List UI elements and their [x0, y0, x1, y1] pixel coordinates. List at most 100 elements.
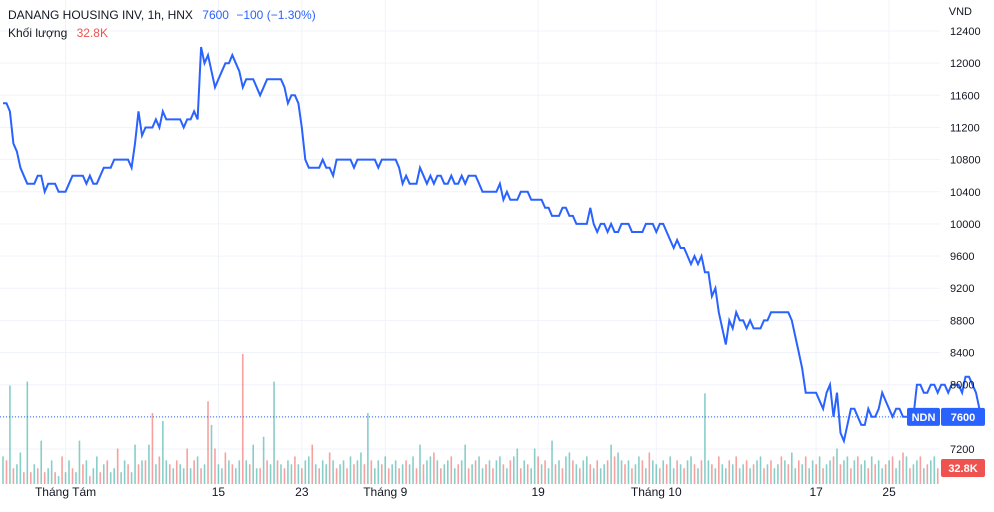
volume-bar — [627, 460, 630, 484]
volume-bar — [506, 468, 508, 484]
volume-bar — [478, 456, 480, 484]
volume-bar — [683, 468, 685, 484]
volume-bar — [71, 468, 74, 484]
x-tick-label: 25 — [882, 485, 896, 499]
volume-bar — [102, 464, 105, 484]
volume-bar — [784, 460, 786, 484]
volume-legend-row[interactable]: Khối lượng 32.8K — [8, 24, 316, 42]
volume-bar — [777, 464, 779, 484]
volume-bar — [342, 460, 345, 484]
volume-bar — [106, 460, 109, 484]
volume-bar — [175, 460, 178, 484]
volume-bar — [9, 385, 11, 484]
volume-bar — [349, 456, 352, 484]
volume-bar — [572, 460, 574, 484]
volume-bar — [606, 460, 609, 484]
price-axis[interactable]: 7200 8000 8400 8800 9200 9600 10000 10400 10800 1… — [950, 26, 981, 456]
volume-bar — [252, 444, 254, 484]
volume-bar — [700, 460, 703, 484]
volume-bar — [134, 444, 136, 484]
x-tick-label: Tháng 10 — [631, 485, 682, 499]
volume-bar — [78, 440, 81, 484]
volume-bar — [228, 460, 230, 484]
volume-bar — [791, 452, 793, 484]
y-tick-label: 8800 — [950, 315, 974, 327]
volume-bar — [189, 468, 192, 484]
y-tick-label: 10000 — [950, 219, 981, 231]
symbol-legend-row[interactable]: DANANG HOUSING INV, 1h, HNX 7600 −100 (−… — [8, 6, 316, 24]
volume-bar — [738, 468, 741, 484]
volume-bar — [912, 464, 915, 484]
volume-bar — [752, 464, 755, 484]
volume-bar — [186, 448, 188, 484]
volume-bar — [551, 440, 553, 484]
volume-bar — [909, 468, 911, 484]
volume-bar — [168, 464, 171, 484]
volume-bar — [182, 468, 185, 484]
y-tick-label: 11600 — [950, 90, 980, 102]
volume-bar — [857, 456, 859, 484]
volume-bar — [724, 468, 727, 484]
volume-bar — [485, 464, 487, 484]
y-tick-label: 12000 — [950, 58, 981, 70]
volume-bar — [526, 464, 529, 484]
volume-bar — [742, 464, 744, 484]
volume-bar — [116, 448, 119, 484]
y-tick-label: 7200 — [950, 444, 974, 456]
volume-bar — [488, 460, 491, 484]
volume-bar — [384, 456, 387, 484]
volume-bar — [711, 464, 713, 484]
chart-legend: DANANG HOUSING INV, 1h, HNX 7600 −100 (−… — [8, 6, 316, 42]
volume-bar — [648, 452, 651, 484]
volume-bar — [162, 420, 164, 484]
volume-bar — [749, 468, 751, 484]
volume-bar — [714, 468, 717, 484]
volume-bar — [829, 460, 831, 484]
volume-bar — [895, 468, 897, 484]
volume-bar — [99, 472, 102, 484]
volume-bar — [690, 456, 692, 484]
volume-bar — [203, 464, 206, 484]
volume-bar — [815, 464, 817, 484]
price-badge-label: 7600 — [951, 412, 975, 424]
last-price-value: 7600 — [202, 8, 229, 22]
volume-bar — [780, 456, 783, 484]
volume-bar — [822, 468, 824, 484]
volume-bar — [151, 413, 154, 484]
volume-bar — [453, 468, 456, 484]
volume-bar — [686, 460, 689, 484]
volume-bar — [610, 444, 612, 484]
volume-bar — [109, 472, 112, 484]
volume-bar — [554, 464, 557, 484]
volume-bar — [311, 444, 314, 484]
symbol-title: DANANG HOUSING INV, 1h, HNX — [8, 8, 193, 22]
volume-bar — [196, 456, 199, 484]
volume-bar — [568, 452, 571, 484]
volume-bar — [530, 468, 532, 484]
symbol-badge: NDN — [907, 407, 940, 426]
volume-bar — [297, 464, 300, 484]
volume-bar — [158, 456, 161, 484]
volume-bar — [801, 464, 804, 484]
volume-bar — [902, 452, 904, 484]
volume-bar — [301, 468, 303, 484]
volume-bar — [12, 468, 15, 484]
volume-bar — [585, 456, 588, 484]
volume-bar — [655, 464, 658, 484]
volume-bar — [353, 464, 355, 484]
time-axis[interactable]: Tháng Tám 15 23 Tháng 9 19 Tháng 10 17 25 — [35, 485, 896, 499]
currency-label: VND — [948, 6, 972, 18]
volume-bar — [516, 448, 519, 484]
volume-bar — [916, 460, 918, 484]
volume-bar — [499, 456, 501, 484]
volume-bar — [888, 460, 890, 484]
volume-bar — [255, 468, 258, 484]
volume-bar — [652, 460, 654, 484]
volume-bar — [589, 464, 592, 484]
volume-bar — [89, 476, 91, 484]
volume-bar — [287, 460, 289, 484]
volume-bar — [919, 456, 922, 484]
volume-bar — [464, 444, 466, 484]
volume-bar — [321, 460, 324, 484]
